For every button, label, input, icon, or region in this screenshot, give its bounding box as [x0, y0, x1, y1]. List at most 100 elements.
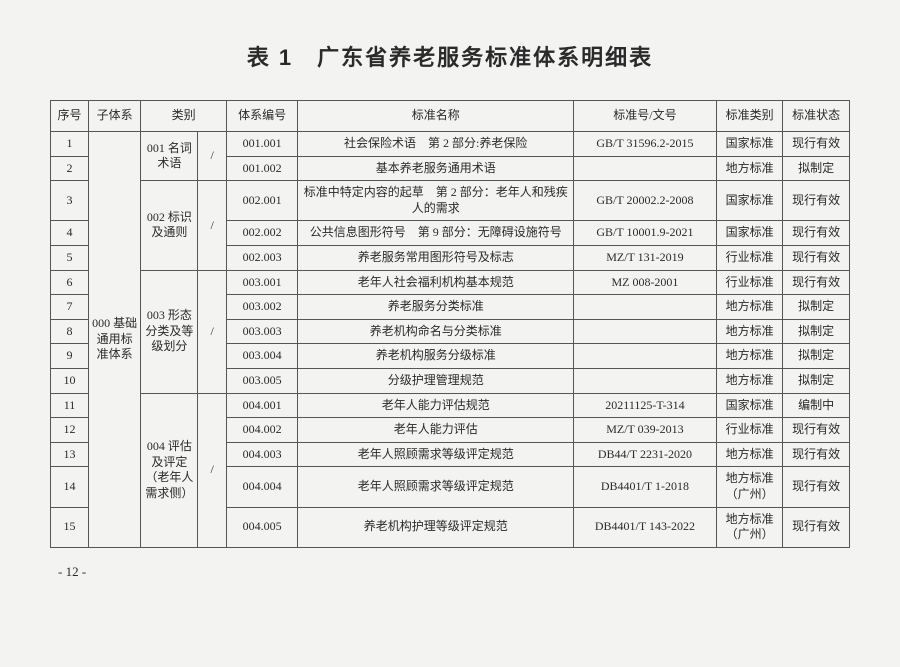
- cell-stdstatus: 现行有效: [783, 467, 850, 507]
- cell-stdtype: 地方标准: [716, 344, 783, 369]
- cell-stdstatus: 拟制定: [783, 156, 850, 181]
- col-header-category: 类别: [141, 101, 227, 132]
- cell-stdnum: GB/T 10001.9-2021: [574, 221, 717, 246]
- cell-syscode: 001.002: [226, 156, 297, 181]
- cell-stdname: 养老机构护理等级评定规范: [298, 507, 574, 547]
- cell-category-slash: /: [198, 181, 227, 270]
- cell-stdtype: 地方标准: [716, 295, 783, 320]
- cell-stdtype: 地方标准（广州）: [716, 467, 783, 507]
- cell-stdnum: MZ/T 131-2019: [574, 245, 717, 270]
- cell-seq: 11: [51, 393, 89, 418]
- cell-stdstatus: 现行有效: [783, 442, 850, 467]
- page-container: 表 1 广东省养老服务标准体系明细表 序号 子体系 类别 体系编号 标准名称 标…: [0, 0, 900, 600]
- cell-stdtype: 国家标准: [716, 393, 783, 418]
- cell-stdname: 养老机构服务分级标准: [298, 344, 574, 369]
- page-number: - 12 -: [58, 564, 850, 580]
- cell-stdstatus: 拟制定: [783, 344, 850, 369]
- cell-category-label: 001 名词术语: [141, 132, 198, 181]
- cell-stdnum: [574, 319, 717, 344]
- col-header-syscode: 体系编号: [226, 101, 297, 132]
- cell-stdstatus: 编制中: [783, 393, 850, 418]
- cell-stdstatus: 现行有效: [783, 507, 850, 547]
- cell-syscode: 003.005: [226, 368, 297, 393]
- cell-seq: 12: [51, 418, 89, 443]
- cell-seq: 10: [51, 368, 89, 393]
- cell-stdname: 社会保险术语 第 2 部分:养老保险: [298, 132, 574, 157]
- cell-stdstatus: 拟制定: [783, 368, 850, 393]
- standards-table: 序号 子体系 类别 体系编号 标准名称 标准号/文号 标准类别 标准状态 100…: [50, 100, 850, 548]
- cell-stdname: 老年人社会福利机构基本规范: [298, 270, 574, 295]
- cell-stdtype: 行业标准: [716, 270, 783, 295]
- cell-stdnum: DB44/T 2231-2020: [574, 442, 717, 467]
- cell-seq: 4: [51, 221, 89, 246]
- table-row: 1000 基础通用标准体系001 名词术语/001.001社会保险术语 第 2 …: [51, 132, 850, 157]
- col-header-stdstatus: 标准状态: [783, 101, 850, 132]
- table-row: 6003 形态分类及等级划分/003.001老年人社会福利机构基本规范MZ 00…: [51, 270, 850, 295]
- cell-seq: 13: [51, 442, 89, 467]
- cell-stdtype: 国家标准: [716, 132, 783, 157]
- cell-seq: 1: [51, 132, 89, 157]
- cell-stdtype: 地方标准（广州）: [716, 507, 783, 547]
- cell-stdname: 标准中特定内容的起草 第 2 部分：老年人和残疾人的需求: [298, 181, 574, 221]
- table-row: 3002 标识及通则/002.001标准中特定内容的起草 第 2 部分：老年人和…: [51, 181, 850, 221]
- cell-stdnum: MZ 008-2001: [574, 270, 717, 295]
- cell-stdname: 老年人能力评估规范: [298, 393, 574, 418]
- cell-stdname: 养老服务分类标准: [298, 295, 574, 320]
- cell-category-slash: /: [198, 393, 227, 547]
- cell-category-slash: /: [198, 270, 227, 393]
- cell-stdnum: 20211125-T-314: [574, 393, 717, 418]
- cell-stdnum: [574, 344, 717, 369]
- cell-stdstatus: 拟制定: [783, 295, 850, 320]
- cell-stdtype: 地方标准: [716, 156, 783, 181]
- cell-syscode: 003.004: [226, 344, 297, 369]
- cell-category-label: 003 形态分类及等级划分: [141, 270, 198, 393]
- cell-seq: 2: [51, 156, 89, 181]
- cell-syscode: 003.002: [226, 295, 297, 320]
- cell-stdtype: 地方标准: [716, 442, 783, 467]
- cell-syscode: 004.001: [226, 393, 297, 418]
- cell-seq: 5: [51, 245, 89, 270]
- cell-stdname: 养老机构命名与分类标准: [298, 319, 574, 344]
- col-header-stdnum: 标准号/文号: [574, 101, 717, 132]
- cell-stdnum: [574, 368, 717, 393]
- col-header-stdtype: 标准类别: [716, 101, 783, 132]
- cell-seq: 3: [51, 181, 89, 221]
- cell-category-label: 004 评估及评定（老年人需求侧）: [141, 393, 198, 547]
- cell-category-slash: /: [198, 132, 227, 181]
- cell-syscode: 002.002: [226, 221, 297, 246]
- cell-stdstatus: 现行有效: [783, 221, 850, 246]
- cell-stdname: 老年人照顾需求等级评定规范: [298, 442, 574, 467]
- col-header-stdname: 标准名称: [298, 101, 574, 132]
- cell-syscode: 002.003: [226, 245, 297, 270]
- cell-seq: 15: [51, 507, 89, 547]
- col-header-seq: 序号: [51, 101, 89, 132]
- cell-stdstatus: 拟制定: [783, 319, 850, 344]
- cell-seq: 14: [51, 467, 89, 507]
- cell-stdnum: MZ/T 039-2013: [574, 418, 717, 443]
- cell-stdnum: DB4401/T 1-2018: [574, 467, 717, 507]
- cell-stdtype: 国家标准: [716, 221, 783, 246]
- cell-subsystem: 000 基础通用标准体系: [89, 132, 141, 548]
- cell-syscode: 004.003: [226, 442, 297, 467]
- cell-stdtype: 行业标准: [716, 418, 783, 443]
- cell-stdnum: [574, 156, 717, 181]
- cell-stdstatus: 现行有效: [783, 132, 850, 157]
- cell-stdstatus: 现行有效: [783, 270, 850, 295]
- cell-stdtype: 地方标准: [716, 368, 783, 393]
- cell-stdtype: 国家标准: [716, 181, 783, 221]
- cell-syscode: 003.001: [226, 270, 297, 295]
- cell-seq: 7: [51, 295, 89, 320]
- cell-syscode: 004.005: [226, 507, 297, 547]
- cell-stdname: 老年人能力评估: [298, 418, 574, 443]
- cell-syscode: 002.001: [226, 181, 297, 221]
- cell-stdname: 分级护理管理规范: [298, 368, 574, 393]
- cell-stdnum: DB4401/T 143-2022: [574, 507, 717, 547]
- cell-syscode: 004.004: [226, 467, 297, 507]
- cell-stdname: 老年人照顾需求等级评定规范: [298, 467, 574, 507]
- cell-stdnum: GB/T 20002.2-2008: [574, 181, 717, 221]
- cell-syscode: 003.003: [226, 319, 297, 344]
- col-header-subsys: 子体系: [89, 101, 141, 132]
- cell-stdname: 养老服务常用图形符号及标志: [298, 245, 574, 270]
- cell-syscode: 004.002: [226, 418, 297, 443]
- cell-stdstatus: 现行有效: [783, 418, 850, 443]
